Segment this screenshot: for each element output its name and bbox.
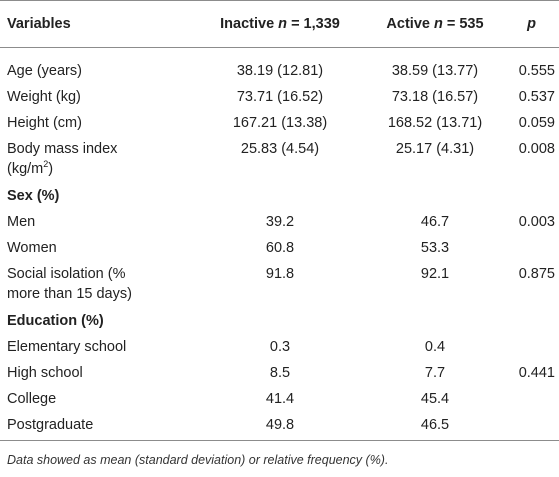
header-inactive-count: = 1,339 [291,16,340,32]
header-row: Variables Inactive n = 1,339 Active n = … [0,0,559,48]
active-value: 92.1 [420,266,450,282]
inactive-value: 41.4 [265,391,295,407]
header-variables: Variables [0,0,190,48]
bmi-label-superscript: 2 [43,159,49,170]
bmi-label-unit: (kg/m [7,161,44,177]
active-value: 73.18 (16.57) [391,89,479,105]
row-label: Height (cm) [7,115,82,131]
active-value: 46.7 [420,214,450,230]
row-label: Women [7,240,57,256]
p-value [500,331,559,357]
inactive-value: 167.21 (13.38) [232,115,328,131]
inactive-value: 8.5 [269,365,291,381]
isolation-label-line2: more than 15 days) [7,286,132,302]
header-active-count: = 535 [446,16,484,32]
table-row-weight: Weight (kg) 73.71 (16.52) 73.18 (16.57) … [0,81,559,107]
header-active-n: n [433,16,443,32]
p-value: 0.555 [518,63,555,79]
table-footnote: Data showed as mean (standard deviation)… [7,453,389,467]
p-value: 0.059 [518,115,555,131]
p-value [500,383,559,409]
row-label: Postgraduate [7,417,94,433]
table-row-height: Height (cm) 167.21 (13.38) 168.52 (13.71… [0,107,559,133]
p-value: 0.875 [518,266,555,282]
active-value: 46.5 [420,417,450,433]
active-value: 25.17 (4.31) [395,141,475,157]
header-active-label: Active [386,16,430,32]
active-value: 7.7 [424,365,446,381]
bmi-label-close: ) [48,161,54,177]
table-header: Variables Inactive n = 1,339 Active n = … [0,0,559,48]
inactive-value: 0.3 [269,339,291,355]
inactive-value: 73.71 (16.52) [236,89,324,105]
table-body: Age (years) 38.19 (12.81) 38.59 (13.77) … [0,48,559,441]
section-row-sex: Sex (%) [0,179,559,206]
header-inactive: Inactive n = 1,339 [190,0,370,48]
row-label: Body mass index (kg/m2) [0,133,190,179]
p-value: 0.008 [518,141,555,157]
active-value: 53.3 [420,240,450,256]
section-heading-sex: Sex (%) [7,188,60,204]
row-label: Age (years) [7,63,82,79]
table-row-high-school: High school 8.5 7.7 0.441 [0,357,559,383]
inactive-value: 60.8 [265,240,295,256]
inactive-value: 91.8 [265,266,295,282]
table-row-women: Women 60.8 53.3 [0,232,559,258]
row-label: Social isolation (% more than 15 days) [0,258,190,304]
row-label: Elementary school [7,339,127,355]
p-value [500,409,559,441]
inactive-value: 49.8 [265,417,295,433]
table-row-elementary: Elementary school 0.3 0.4 [0,331,559,357]
row-label: Men [7,214,36,230]
table-row-social-isolation: Social isolation (% more than 15 days) 91… [0,258,559,304]
table-row-bmi: Body mass index (kg/m2) 25.83 (4.54) 25.1… [0,133,559,179]
active-value: 168.52 (13.71) [387,115,483,131]
row-label: College [7,391,57,407]
row-label: High school [7,365,83,381]
bmi-label-line1: Body mass index [7,141,118,157]
isolation-label-line1: Social isolation (% [7,266,126,282]
p-value [500,232,559,258]
inactive-value: 38.19 (12.81) [236,63,324,79]
comparison-table: Variables Inactive n = 1,339 Active n = … [0,0,559,441]
active-value: 38.59 (13.77) [391,63,479,79]
p-value: 0.537 [518,89,555,105]
section-row-education: Education (%) [0,304,559,331]
inactive-value: 25.83 (4.54) [240,141,320,157]
table-row-postgraduate: Postgraduate 49.8 46.5 [0,409,559,441]
table-row-age: Age (years) 38.19 (12.81) 38.59 (13.77) … [0,48,559,82]
header-inactive-label: Inactive [220,16,275,32]
p-value: 0.441 [518,365,555,381]
table-row-men: Men 39.2 46.7 0.003 [0,206,559,232]
inactive-value: 39.2 [265,214,295,230]
p-value: 0.003 [518,214,555,230]
active-value: 45.4 [420,391,450,407]
table-row-college: College 41.4 45.4 [0,383,559,409]
active-value: 0.4 [424,339,446,355]
header-active: Active n = 535 [370,0,500,48]
section-heading-education: Education (%) [7,313,104,329]
header-inactive-n: n [278,16,288,32]
header-p-value: p [500,0,559,48]
row-label: Weight (kg) [7,89,81,105]
